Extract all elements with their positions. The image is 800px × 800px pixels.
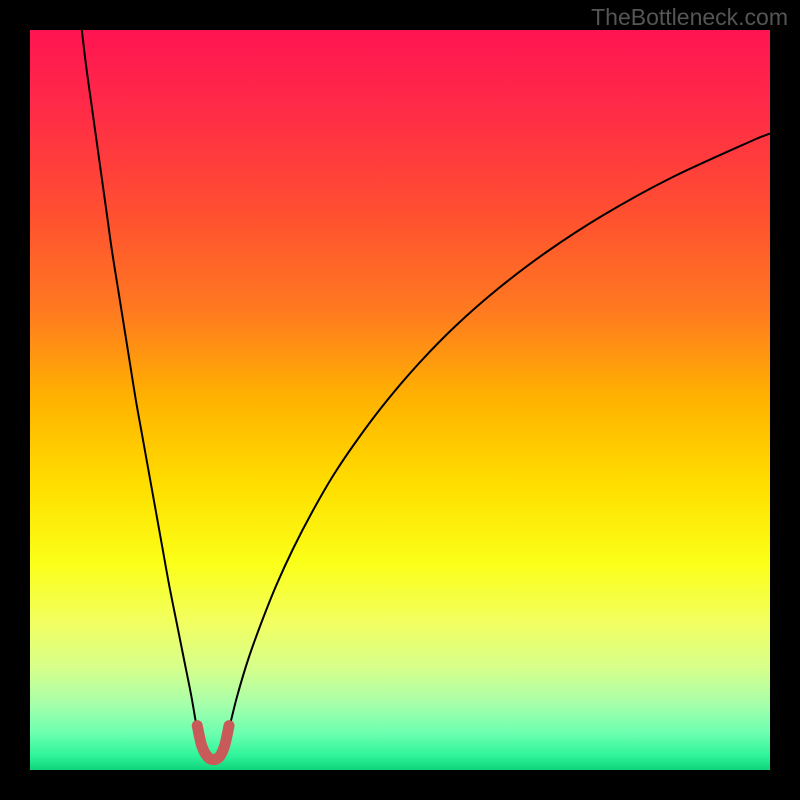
- curve-right: [226, 134, 770, 741]
- curve-left: [82, 30, 200, 740]
- watermark-text: TheBottleneck.com: [591, 4, 788, 31]
- notch-u: [197, 726, 229, 760]
- curves-svg: [30, 30, 770, 770]
- chart-container: TheBottleneck.com: [0, 0, 800, 800]
- plot-area: [30, 30, 770, 770]
